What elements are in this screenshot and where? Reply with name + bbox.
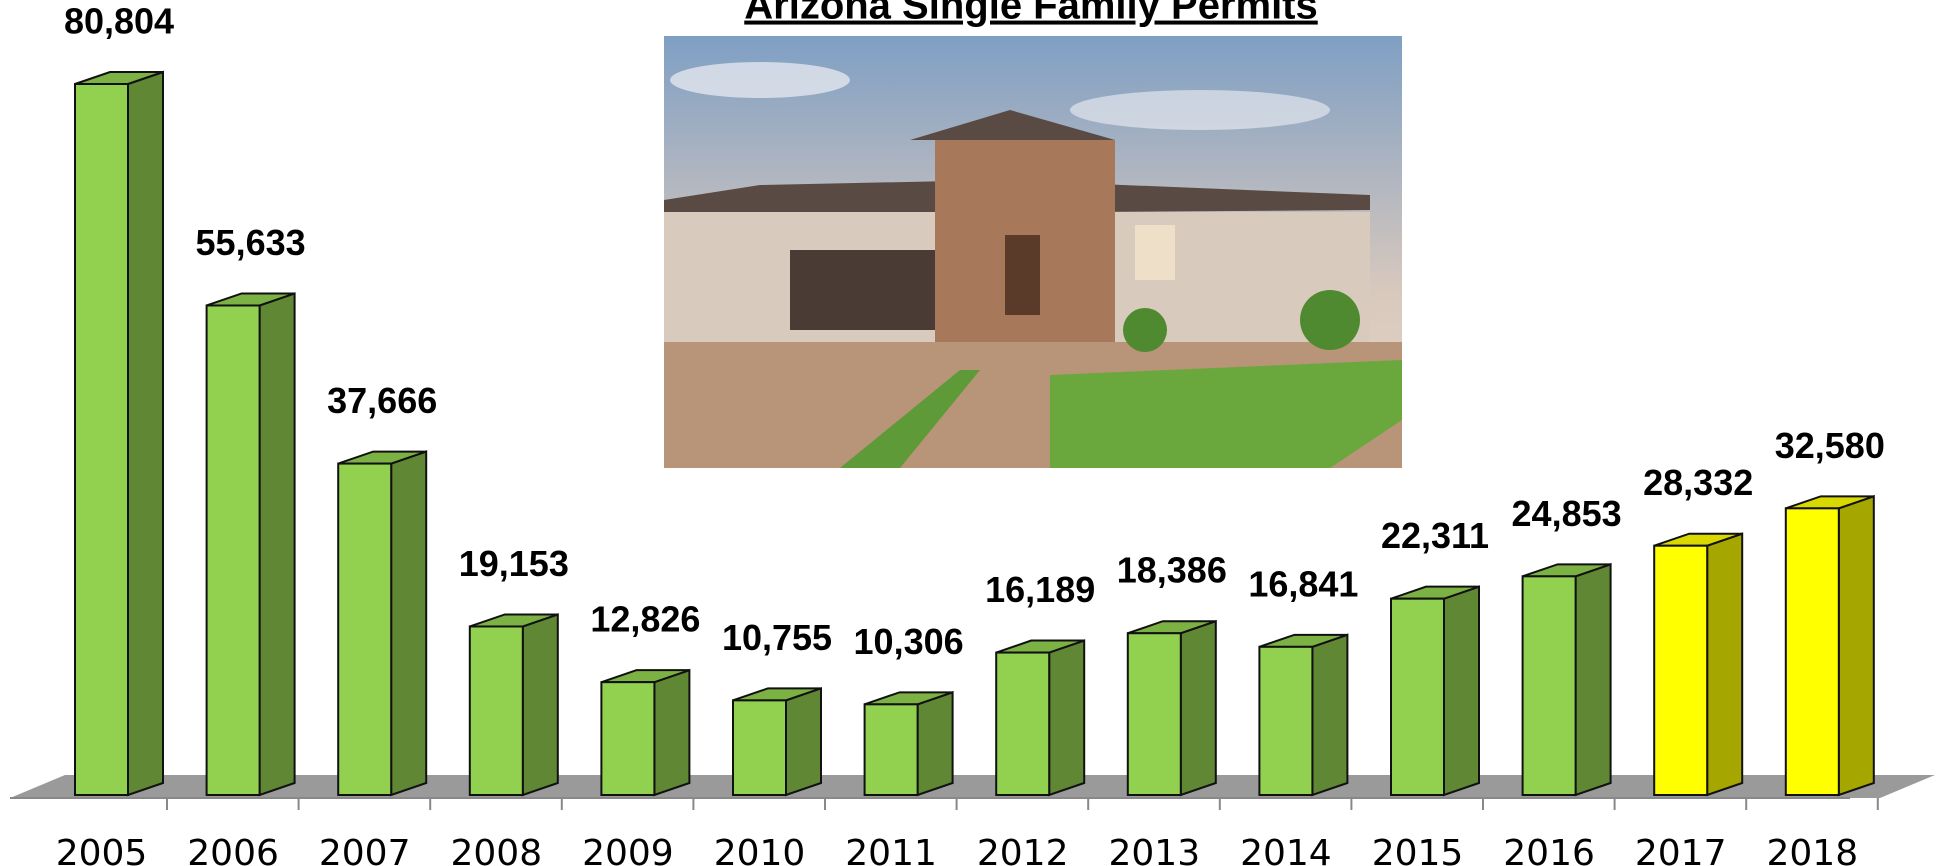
value-label: 18,386 — [1117, 550, 1227, 591]
x-tick-label: 2018 — [1766, 833, 1858, 866]
bar — [865, 704, 918, 795]
value-label: 12,826 — [590, 599, 700, 640]
bar-side — [1839, 496, 1874, 795]
bar — [75, 84, 128, 795]
value-label: 32,580 — [1775, 425, 1885, 466]
value-label: 19,153 — [459, 543, 569, 584]
x-tick-label: 2017 — [1635, 833, 1727, 866]
bar-side — [260, 293, 295, 795]
value-label: 16,841 — [1248, 563, 1358, 604]
bar-side — [918, 692, 953, 795]
bar-side — [1576, 564, 1611, 795]
x-tick-label: 2008 — [450, 833, 542, 866]
bar-side — [391, 452, 426, 795]
x-tick-label: 2013 — [1108, 833, 1200, 866]
value-label: 24,853 — [1512, 493, 1622, 534]
bar — [1259, 647, 1312, 795]
x-tick-label: 2010 — [714, 833, 806, 866]
bar-side — [654, 670, 689, 795]
bar-side — [1707, 534, 1742, 795]
value-label: 22,311 — [1381, 515, 1489, 556]
value-label: 80,804 — [64, 1, 174, 42]
bar — [1128, 633, 1181, 795]
bar-side — [786, 688, 821, 795]
floor — [10, 775, 1935, 798]
x-tick-label: 2014 — [1240, 833, 1332, 866]
bar — [470, 626, 523, 795]
value-label: 28,332 — [1643, 462, 1753, 503]
x-tick-label: 2016 — [1503, 833, 1595, 866]
value-label: 37,666 — [327, 380, 437, 421]
bar-side — [128, 72, 163, 795]
x-tick-label: 2012 — [977, 833, 1069, 866]
bar-side — [523, 614, 558, 795]
bar — [601, 682, 654, 795]
bar — [996, 653, 1049, 795]
bar — [338, 464, 391, 795]
value-label: 16,189 — [985, 569, 1095, 610]
x-tick-label: 2015 — [1372, 833, 1464, 866]
bar — [1391, 599, 1444, 795]
value-label: 10,755 — [722, 617, 832, 658]
value-label: 55,633 — [196, 222, 306, 263]
x-tick-label: 2007 — [319, 833, 411, 866]
bar — [1523, 576, 1576, 795]
bar — [733, 700, 786, 795]
bar-side — [1312, 635, 1347, 795]
x-tick-label: 2006 — [187, 833, 279, 866]
chart-title: Arizona Single Family Permits — [744, 0, 1318, 28]
bar-side — [1049, 641, 1084, 795]
bar — [1654, 546, 1707, 795]
chart: Arizona Single Family Permits 80,804 2005… — [0, 0, 1953, 866]
x-tick-label: 2005 — [56, 833, 148, 866]
bar — [1786, 508, 1839, 795]
bar-side — [1181, 621, 1216, 795]
value-label: 10,306 — [854, 621, 964, 662]
bar-side — [1444, 587, 1479, 795]
x-tick-label: 2011 — [845, 833, 937, 866]
house-photo — [664, 36, 1402, 468]
x-tick-label: 2009 — [582, 833, 674, 866]
bar — [207, 305, 260, 795]
